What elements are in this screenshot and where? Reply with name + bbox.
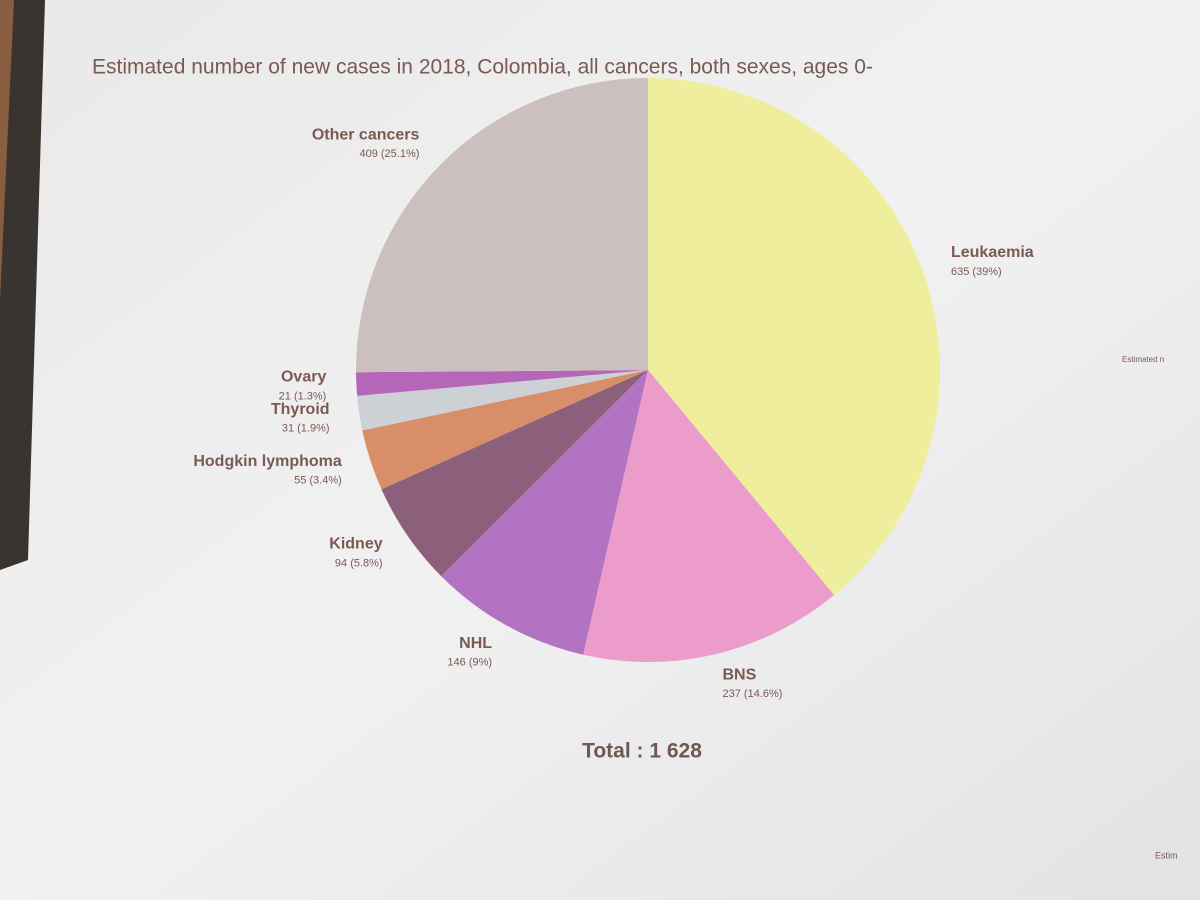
wall — [0, 0, 14, 300]
total: Total : 1 628 — [582, 740, 702, 763]
pie-slice — [441, 370, 648, 655]
slice-value-label: 146 (9%) — [447, 657, 492, 669]
slice-label: Ovary — [281, 369, 326, 386]
pie-slice — [356, 78, 648, 373]
slice-value-label: 21 (1.3%) — [279, 390, 327, 402]
pie-slice — [356, 370, 648, 396]
slice-value-label: 55 (3.4%) — [294, 475, 342, 487]
slice-label: Leukaemia — [951, 244, 1034, 261]
slice-label: Kidney — [329, 536, 382, 553]
slice-label: Hodgkin lymphoma — [193, 453, 342, 470]
slice-value-label: 94 (5.8%) — [335, 557, 383, 569]
pie-slice — [357, 370, 648, 431]
slice-value-label: 635 (39%) — [951, 266, 1002, 278]
slice-label: NHL — [459, 635, 492, 652]
side-text: Estim — [1155, 850, 1178, 860]
pie-slice — [648, 78, 940, 596]
screen-edge — [0, 0, 45, 570]
slice-label: Thyroid — [271, 401, 330, 418]
pie-slice — [381, 370, 648, 577]
pie-slice — [583, 370, 835, 662]
slice-label: Other cancers — [312, 126, 420, 143]
pie-slice — [362, 370, 648, 490]
side-text: Estimated n — [1122, 355, 1164, 364]
slice-value-label: 237 (14.6%) — [723, 688, 783, 700]
chart-title: Estimated number of new cases in 2018, C… — [92, 56, 873, 79]
slice-value-label: 31 (1.9%) — [282, 423, 330, 435]
slice-label: BNS — [723, 666, 757, 683]
slice-value-label: 409 (25.1%) — [359, 148, 419, 160]
